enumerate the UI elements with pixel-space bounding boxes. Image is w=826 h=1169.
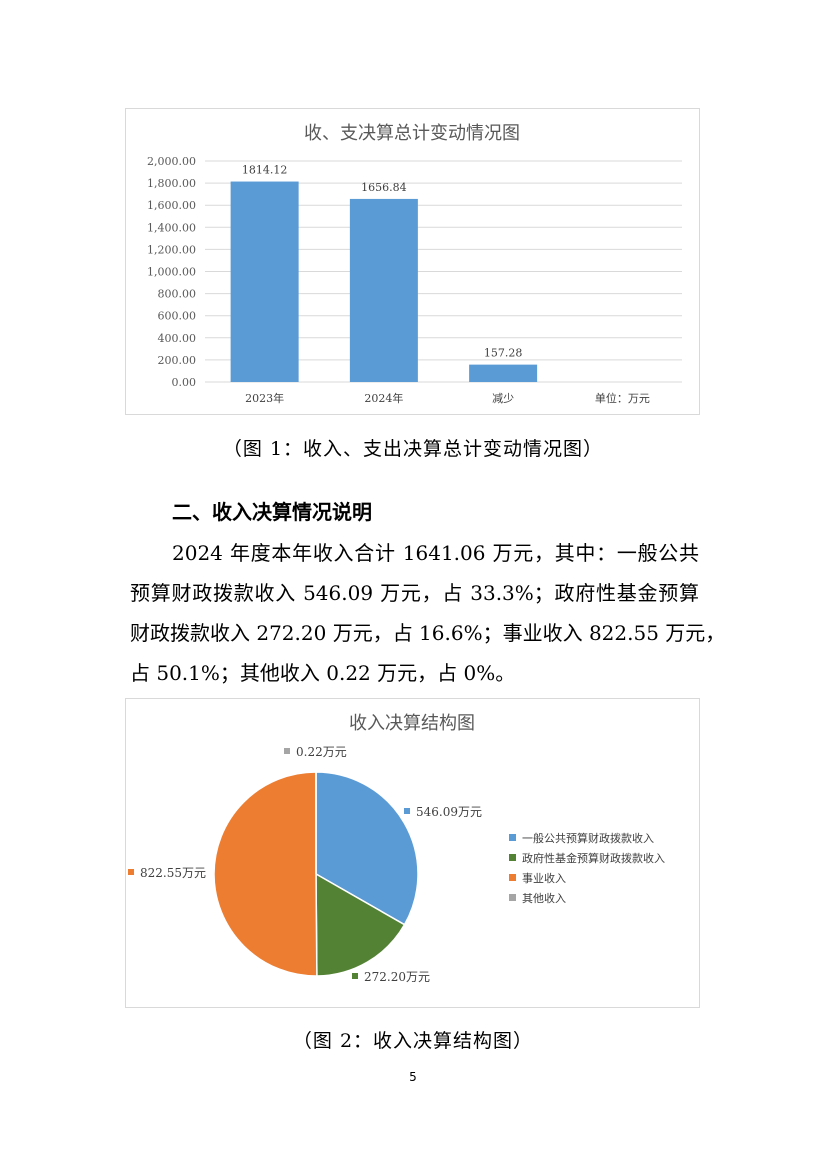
data-label-marker <box>284 748 290 754</box>
figure-2-caption: （图 2：收入决算结构图） <box>292 1030 534 1052</box>
section-heading: 二、收入决算情况说明 <box>172 500 372 524</box>
data-label: 1656.84 <box>361 181 407 194</box>
y-tick-label: 1,200.00 <box>147 243 196 256</box>
y-tick-label: 600.00 <box>158 310 197 323</box>
legend-marker <box>509 834 516 841</box>
y-tick-label: 200.00 <box>158 354 197 367</box>
pie-slice <box>315 872 406 977</box>
y-tick-label: 400.00 <box>158 332 197 345</box>
data-label: 1814.12 <box>242 164 288 177</box>
x-tick-label: 2023年 <box>245 391 284 405</box>
y-tick-label: 1,800.00 <box>147 177 196 190</box>
legend-label: 一般公共预算财政拨款收入 <box>522 831 654 845</box>
y-tick-label: 1,000.00 <box>147 266 196 279</box>
figure-1-caption: （图 1：收入、支出决算总计变动情况图） <box>222 438 604 460</box>
section-paragraph: 2024 年度本年收入合计 1641.06 万元，其中：一般公共 预算财政拨款收… <box>130 533 726 693</box>
bar-chart: 收、支决算总计变动情况图 0.00 200.00 400.00 600.00 800.00… <box>147 123 682 405</box>
legend-label: 事业收入 <box>522 871 566 885</box>
x-tick-label: 减少 <box>492 392 514 405</box>
legend-marker <box>509 874 516 881</box>
legend-label: 其他收入 <box>522 891 566 905</box>
legend-marker <box>509 894 516 901</box>
bar-chart-frame: 收、支决算总计变动情况图 0.00 200.00 400.00 600.00 800.00… <box>125 108 700 415</box>
pie-slice <box>213 771 318 977</box>
legend-marker <box>509 854 516 861</box>
y-tick-label: 2,000.00 <box>147 155 196 168</box>
data-label: 822.55万元 <box>140 866 206 880</box>
data-label: 272.20万元 <box>364 970 430 984</box>
bar <box>230 181 299 382</box>
data-label-marker <box>128 869 134 875</box>
pie-slice <box>315 771 419 926</box>
paragraph-line: 2024 年度本年收入合计 1641.06 万元，其中：一般公共 <box>172 541 699 565</box>
bar <box>469 364 538 382</box>
data-label-marker <box>404 808 410 814</box>
y-tick-label: 800.00 <box>158 288 197 301</box>
paragraph-line: 占 50.1%；其他收入 0.22 万元，占 0%。 <box>130 661 516 685</box>
legend-label: 政府性基金预算财政拨款收入 <box>522 851 665 865</box>
page-number: 5 <box>409 1070 417 1084</box>
paragraph-line: 预算财政拨款收入 546.09 万元，占 33.3%；政府性基金预算 <box>130 581 699 605</box>
data-label-marker <box>352 973 358 979</box>
x-tick-label: 2024年 <box>364 391 403 405</box>
data-label: 546.09万元 <box>416 805 482 819</box>
paragraph-line: 财政拨款收入 272.20 万元，占 16.6%；事业收入 822.55 万元， <box>130 621 726 645</box>
chart-title: 收、支决算总计变动情况图 <box>304 123 520 144</box>
chart-title: 收入决算结构图 <box>349 713 475 734</box>
y-tick-label: 1,600.00 <box>147 199 196 212</box>
data-label: 0.22万元 <box>296 745 347 759</box>
data-label: 157.28 <box>484 347 523 360</box>
bar <box>349 198 418 382</box>
pie-chart-frame: 收入决算结构图 546.09万元 272.20万元 822.55万元 0.22万元一般公… <box>125 698 700 1008</box>
y-tick-label: 1,400.00 <box>147 221 196 234</box>
y-tick-label: 0.00 <box>172 376 197 389</box>
x-tick-label: 单位：万元 <box>595 391 650 405</box>
pie-chart: 收入决算结构图 546.09万元 272.20万元 822.55万元 0.22万元一般公… <box>128 713 665 984</box>
